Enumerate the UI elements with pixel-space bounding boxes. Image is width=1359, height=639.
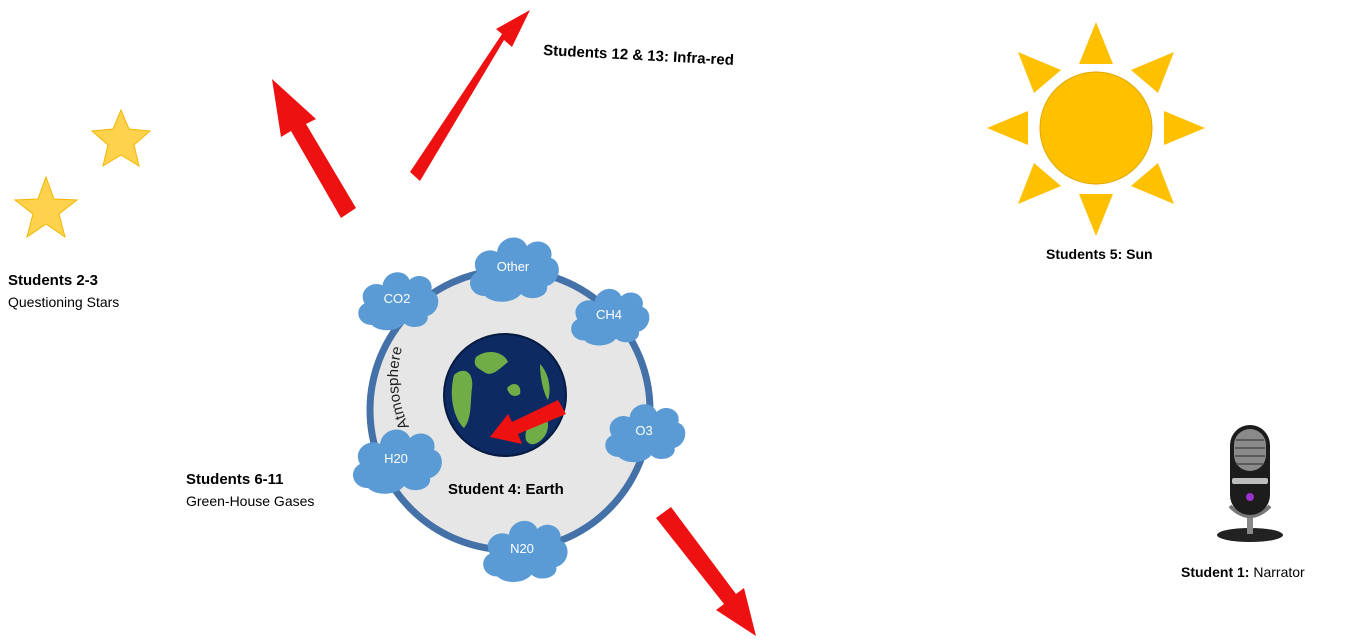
narrator-label: Student 1: Narrator: [1181, 564, 1305, 580]
earth-globe-icon: [443, 333, 567, 457]
gas-cloud-n2o: N20: [483, 520, 568, 582]
infrared-arrow-up-left: [272, 79, 356, 218]
questioning-stars: [13, 108, 152, 239]
gas-cloud-h2o: H20: [353, 429, 442, 494]
earth-label: Student 4: Earth: [448, 481, 564, 498]
infrared-arrows: [272, 10, 756, 636]
infrared-arrow-up-right: [410, 10, 530, 181]
svg-text:CO2: CO2: [384, 291, 411, 306]
narrator-label-role: Narrator: [1249, 564, 1305, 580]
questioning-stars-title: Students 2-3: [8, 272, 98, 289]
svg-text:CH4: CH4: [596, 307, 622, 322]
infrared-label: Students 12 & 13: Infra-red: [543, 42, 735, 69]
gas-cloud-o3: O3: [605, 404, 686, 463]
questioning-stars-subtitle: Questioning Stars: [8, 294, 119, 310]
gas-cloud-co2: CO2: [358, 272, 439, 331]
gases-title: Students 6-11: [186, 471, 284, 488]
svg-text:H20: H20: [384, 451, 408, 466]
microphone-icon: [1217, 425, 1283, 542]
incoming-sunlight-arrow: [490, 400, 566, 444]
sun-icon: [987, 22, 1205, 236]
gas-cloud-ch4: CH4: [571, 288, 650, 346]
gases-subtitle: Green-House Gases: [186, 493, 314, 509]
star-icon: [13, 175, 79, 239]
svg-text:Other: Other: [497, 259, 530, 274]
svg-text:O3: O3: [635, 423, 652, 438]
svg-text:N20: N20: [510, 541, 534, 556]
star-icon: [90, 108, 152, 168]
infrared-arrow-down-right: [656, 507, 756, 636]
gas-cloud-other: Other: [470, 237, 559, 302]
narrator-label-bold: Student 1:: [1181, 564, 1249, 580]
sun-label: Students 5: Sun: [1046, 246, 1153, 262]
